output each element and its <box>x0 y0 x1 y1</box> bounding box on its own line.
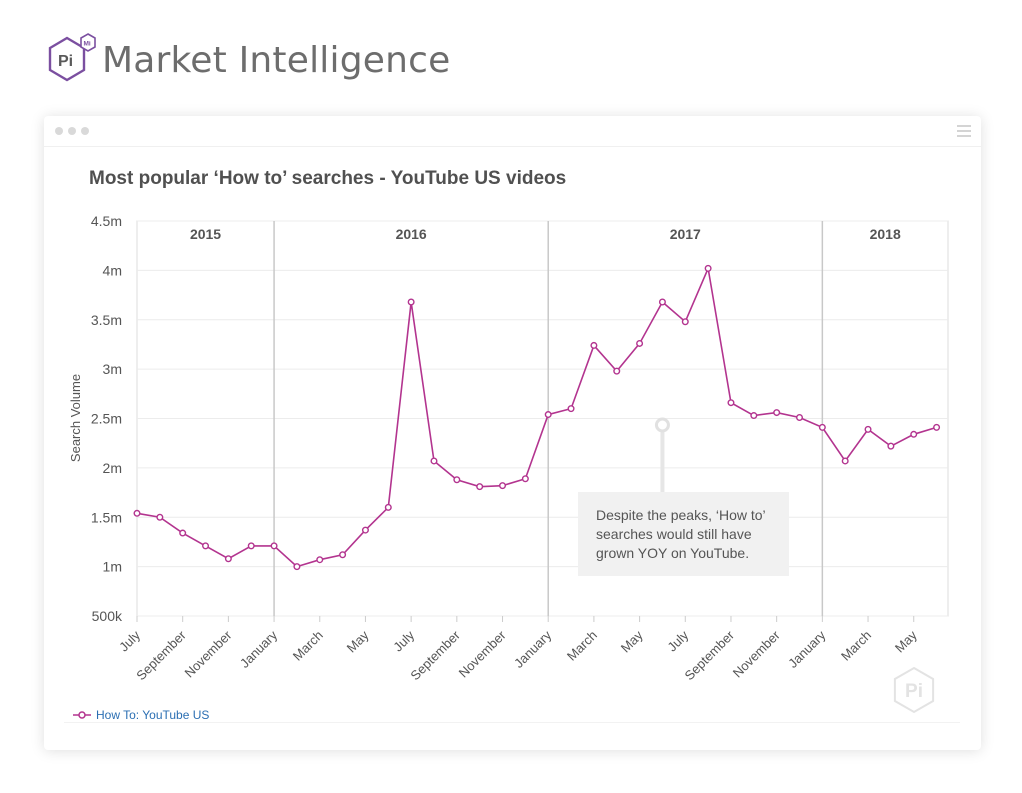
x-tick-label: March <box>564 628 600 664</box>
data-point <box>133 509 141 517</box>
brand-header: Pi Mi Market Intelligence <box>44 32 450 88</box>
year-band-label: 2016 <box>396 226 427 242</box>
data-point <box>247 542 255 550</box>
legend-item[interactable]: How To: YouTube US <box>72 708 209 722</box>
x-tick-label: March <box>290 628 326 664</box>
window-controls <box>55 127 89 135</box>
chart-annotation: Despite the peaks, ‘How to’ searches wou… <box>578 492 789 576</box>
x-tick-label: May <box>618 627 646 655</box>
data-point <box>818 423 826 431</box>
x-tick-label: July <box>116 627 143 654</box>
footer-divider <box>64 722 960 723</box>
chart-window <box>44 116 981 750</box>
x-tick-label: September <box>133 627 189 683</box>
data-point <box>681 318 689 326</box>
legend-marker-icon <box>73 711 91 719</box>
year-band-label: 2018 <box>870 226 901 242</box>
data-point <box>361 526 369 534</box>
x-tick-label: November <box>456 627 509 680</box>
y-tick-label: 4m <box>103 262 122 278</box>
data-point <box>521 475 529 483</box>
x-tick-label: July <box>664 627 691 654</box>
data-point <box>544 411 552 419</box>
x-tick-label: May <box>892 627 920 655</box>
logo-badge: Mi <box>84 41 91 48</box>
x-tick-label: September <box>407 627 463 683</box>
x-tick-label: November <box>181 627 234 680</box>
chart-title: Most popular ‘How to’ searches - YouTube… <box>89 168 567 189</box>
pi-watermark-icon <box>893 666 935 714</box>
data-point <box>179 529 187 537</box>
data-point <box>270 542 278 550</box>
x-tick-label: May <box>344 627 372 655</box>
data-point <box>567 405 575 413</box>
data-point <box>224 555 232 563</box>
data-point <box>864 425 872 433</box>
data-point <box>933 423 941 431</box>
data-point <box>202 542 210 550</box>
data-point <box>590 341 598 349</box>
window-dot-icon <box>55 127 63 135</box>
y-tick-label: 1.5m <box>91 509 122 525</box>
x-tick-label: November <box>730 627 783 680</box>
series-line <box>136 265 937 568</box>
data-point <box>658 298 666 306</box>
window-dot-icon <box>81 127 89 135</box>
y-tick-label: 4.5m <box>91 213 122 229</box>
x-tick-label: March <box>838 628 874 664</box>
y-tick-label: 2m <box>103 460 122 476</box>
data-point <box>339 551 347 559</box>
data-point <box>773 409 781 417</box>
data-point <box>453 476 461 484</box>
data-point <box>499 482 507 490</box>
watermark-letters: Pi <box>905 681 923 702</box>
x-tick-label: January <box>785 627 829 671</box>
data-point <box>384 503 392 511</box>
data-point <box>430 457 438 465</box>
data-point <box>636 339 644 347</box>
y-axis-title: Search Volume <box>68 374 83 462</box>
data-point <box>750 412 758 420</box>
x-tick-label: September <box>682 627 738 683</box>
legend-label: How To: YouTube US <box>96 708 210 722</box>
window-dot-icon <box>68 127 76 135</box>
data-point <box>293 563 301 571</box>
logo-letters: Pi <box>58 53 73 70</box>
y-tick-label: 3m <box>103 361 122 377</box>
x-tick-label: July <box>390 627 417 654</box>
x-tick-label: January <box>237 627 281 671</box>
annotation-anchor-point <box>654 417 670 433</box>
data-point <box>704 264 712 272</box>
window-titlebar <box>44 116 981 147</box>
data-point <box>727 399 735 407</box>
x-tick-label: January <box>511 627 555 671</box>
data-point <box>613 367 621 375</box>
pi-logo-icon: Pi Mi <box>44 32 96 88</box>
year-band-label: 2015 <box>190 226 221 242</box>
data-point <box>156 513 164 521</box>
data-point <box>476 483 484 491</box>
hamburger-menu-icon[interactable] <box>957 125 971 137</box>
data-point <box>910 430 918 438</box>
year-band-label: 2017 <box>670 226 701 242</box>
brand-name: Market Intelligence <box>102 39 451 81</box>
data-point <box>407 298 415 306</box>
y-tick-label: 3.5m <box>91 312 122 328</box>
y-tick-label: 2.5m <box>91 411 122 427</box>
data-point <box>841 457 849 465</box>
y-tick-label: 1m <box>103 559 122 575</box>
data-point <box>316 556 324 564</box>
data-point <box>887 442 895 450</box>
y-tick-label: 500k <box>92 608 123 624</box>
data-point <box>796 414 804 422</box>
